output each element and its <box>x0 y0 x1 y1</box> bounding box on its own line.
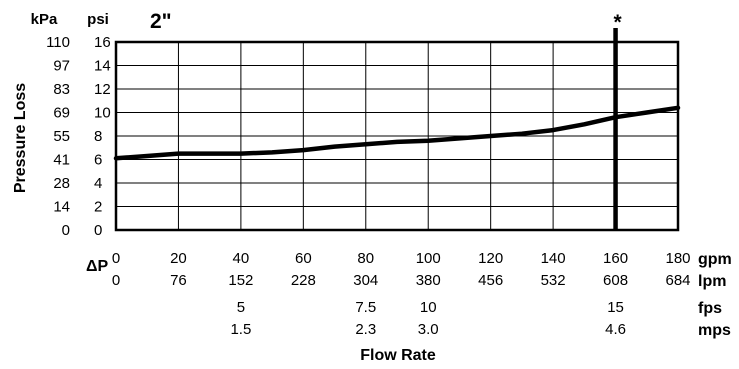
x-tick-gpm: 180 <box>665 250 690 267</box>
plot-frame <box>114 40 680 232</box>
x-tick-gpm: 20 <box>170 250 187 267</box>
x-tick-lpm: 380 <box>416 272 441 289</box>
y-tick-kpa: 110 <box>46 34 70 51</box>
y-tick-psi: 6 <box>94 152 102 169</box>
x-tick-gpm: 140 <box>541 250 566 267</box>
x-tick-gpm: 60 <box>295 250 312 267</box>
y-tick-psi: 10 <box>94 105 111 122</box>
x-unit-label: lpm <box>698 273 726 290</box>
x-tick-gpm: 120 <box>478 250 503 267</box>
y-tick-psi: 14 <box>94 58 111 75</box>
x-tick-mps: 4.6 <box>605 321 626 338</box>
y-tick-kpa: 41 <box>53 152 70 169</box>
y-tick-kpa: 97 <box>53 58 70 75</box>
y-tick-psi: 2 <box>94 199 102 216</box>
delta-p-label: ΔP <box>86 258 109 275</box>
label-layer: 1611014971283106985564142821400002076401… <box>12 10 732 364</box>
x-tick-gpm: 80 <box>357 250 374 267</box>
y-tick-psi: 4 <box>94 175 102 192</box>
x-unit-label: gpm <box>698 251 732 268</box>
y-tick-psi: 12 <box>94 81 111 98</box>
x-tick-fps: 7.5 <box>355 299 376 316</box>
y-tick-kpa: 83 <box>53 81 70 98</box>
y-tick-psi: 0 <box>94 222 102 239</box>
x-tick-gpm: 0 <box>112 250 120 267</box>
x-tick-lpm: 0 <box>112 272 120 289</box>
chart-title: 2" <box>150 10 172 33</box>
y-tick-kpa: 14 <box>53 199 70 216</box>
x-tick-lpm: 684 <box>665 272 690 289</box>
y-tick-kpa: 55 <box>53 128 70 145</box>
x-tick-mps: 1.5 <box>230 321 251 338</box>
x-tick-fps: 5 <box>237 299 245 316</box>
grid <box>116 42 678 230</box>
y-tick-psi: 16 <box>94 34 111 51</box>
x-tick-gpm: 40 <box>233 250 250 267</box>
x-unit-label: fps <box>698 300 722 317</box>
x-tick-lpm: 152 <box>228 272 253 289</box>
marker-layer: * <box>613 11 622 230</box>
x-unit-label: mps <box>698 322 731 339</box>
x-tick-lpm: 228 <box>291 272 316 289</box>
y-axis-title: Pressure Loss <box>12 83 29 193</box>
x-tick-lpm: 304 <box>353 272 378 289</box>
x-tick-gpm: 160 <box>603 250 628 267</box>
x-tick-lpm: 532 <box>541 272 566 289</box>
x-tick-fps: 15 <box>607 299 624 316</box>
y-tick-kpa: 69 <box>53 105 70 122</box>
x-tick-lpm: 76 <box>170 272 187 289</box>
x-tick-mps: 3.0 <box>418 321 439 338</box>
x-tick-mps: 2.3 <box>355 321 376 338</box>
y-tick-psi: 8 <box>94 128 102 145</box>
y-unit-kpa: kPa <box>31 11 58 28</box>
x-tick-lpm: 456 <box>478 272 503 289</box>
x-tick-fps: 10 <box>420 299 437 316</box>
y-tick-kpa: 28 <box>53 175 70 192</box>
marker-asterisk: * <box>613 11 622 34</box>
x-tick-lpm: 608 <box>603 272 628 289</box>
series-line <box>113 105 681 161</box>
x-axis-title: Flow Rate <box>360 347 436 364</box>
x-tick-gpm: 100 <box>416 250 441 267</box>
series-layer <box>113 105 681 161</box>
y-tick-kpa: 0 <box>62 222 70 239</box>
y-unit-psi: psi <box>87 11 109 28</box>
